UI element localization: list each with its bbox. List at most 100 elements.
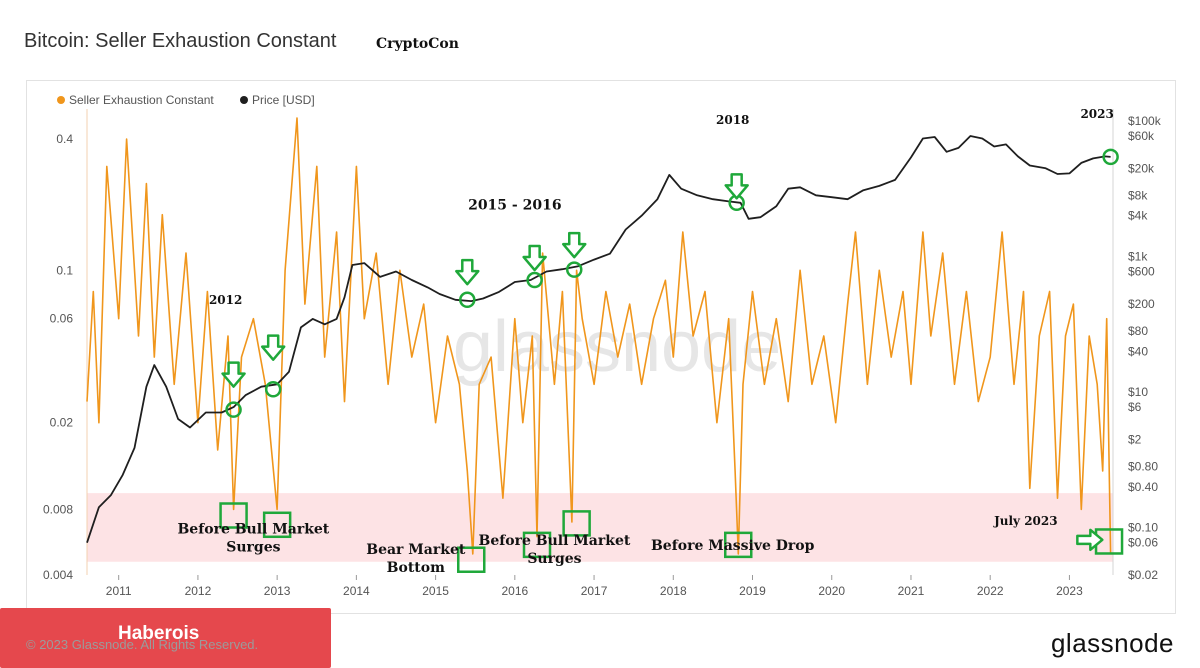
annotation-line: 2015 - 2016: [468, 198, 562, 214]
box-marker: [522, 531, 552, 559]
x-tick-label: 2016: [501, 584, 528, 598]
copyright-text: © 2023 Glassnode. All Rights Reserved.: [26, 637, 259, 652]
annotation-line: Before Massive Drop: [651, 538, 815, 554]
y-left-tick-label: 0.004: [43, 568, 73, 582]
annotation-label: Before Bull Market Surges: [479, 533, 631, 567]
legend-swatch-sec: [57, 96, 65, 104]
y-right-tick-label: $200: [1128, 297, 1155, 311]
legend: Seller Exhaustion Constant Price [USD]: [57, 93, 315, 107]
legend-label-price: Price [USD]: [252, 93, 315, 107]
chart-panel: glassnode 2011 2012 2013 2014 2015 2016 2017 20…: [26, 80, 1176, 614]
arrow-down-icon: [724, 173, 749, 200]
annotation-line: Bear Market: [366, 542, 466, 558]
annotation-label: Before Bull Market Surges: [177, 522, 329, 556]
y-right-tick-label: $0.02: [1128, 568, 1158, 582]
box-marker: [219, 502, 248, 529]
x-tick-label: 2023: [1056, 584, 1083, 598]
y-right-tick-label: $600: [1128, 265, 1155, 279]
arrow-right-icon: [1076, 528, 1104, 552]
box-marker: [457, 546, 486, 573]
annotation-label: 2012: [209, 293, 242, 307]
circle-marker: [459, 291, 476, 309]
sec-series-line: [86, 117, 1112, 555]
annotation-line: Bottom: [387, 560, 445, 576]
x-axis-ticks: 2011 2012 2013 2014 2015 2016 2017 2018 2019 2020…: [106, 575, 1083, 598]
y-left-tick-label: 0.02: [50, 416, 74, 430]
y-left-tick-label: 0.1: [56, 263, 73, 277]
y-right-axis-ticks: $100k$60k$20k$8k$4k$1k$600$200$80$40$10$…: [1128, 114, 1162, 582]
y-left-axis-ticks: 0.4 0.1 0.06 0.02 0.008 0.004: [43, 132, 73, 582]
legend-swatch-price: [240, 96, 248, 104]
x-tick-label: 2019: [739, 584, 766, 598]
x-tick-label: 2011: [106, 584, 132, 598]
annotation-label: 2023: [1080, 107, 1113, 121]
y-left-tick-label: 0.008: [43, 502, 73, 516]
box-marker: [262, 511, 292, 539]
banner-text: Haberois: [118, 623, 200, 644]
annotation-label: Bear Market Bottom: [366, 542, 466, 576]
y-right-tick-label: $0.40: [1128, 480, 1158, 494]
x-tick-label: 2014: [343, 584, 370, 598]
annotation-line: 2012: [209, 293, 242, 307]
annotation-label: 2015 - 2016: [468, 198, 562, 214]
y-left-tick-label: 0.06: [50, 312, 74, 326]
page-title: Bitcoin: Seller Exhaustion Constant: [24, 30, 337, 52]
y-right-tick-label: $4k: [1128, 209, 1148, 223]
footer-banner: Haberois: [0, 608, 331, 668]
series-layer: [86, 117, 1112, 555]
y-right-tick-label: $8k: [1128, 188, 1148, 202]
y-right-tick-label: $40: [1128, 344, 1148, 358]
annotation-label: Before Massive Drop: [651, 538, 815, 554]
y-right-tick-label: $100k: [1128, 114, 1162, 128]
arrow-down-icon: [221, 361, 246, 388]
y-right-tick-label: $0.80: [1128, 459, 1158, 473]
circle-marker: [1102, 148, 1119, 166]
annotation-line: 2023: [1080, 107, 1113, 121]
y-right-tick-label: $2: [1128, 432, 1142, 446]
marker-layer: [219, 148, 1124, 573]
y-right-tick-label: $80: [1128, 324, 1148, 338]
circle-marker: [526, 271, 543, 289]
box-marker: [724, 531, 753, 559]
price-series-line: [86, 135, 1111, 543]
y-left-tick-label: 0.4: [56, 132, 73, 146]
author-tag: CryptoCon: [376, 36, 459, 52]
annotation-layer: 2012 2015 - 2016 2018 2023 Before Bull Marke…: [177, 107, 1113, 576]
circle-marker: [566, 261, 583, 278]
y-right-tick-label: $20k: [1128, 161, 1155, 175]
arrow-down-icon: [260, 334, 286, 361]
y-right-tick-label: $1k: [1128, 249, 1148, 263]
annotation-line: July 2023: [993, 514, 1058, 528]
arrow-down-icon: [562, 231, 587, 259]
y-right-tick-label: $6: [1128, 400, 1142, 414]
y-right-tick-label: $10: [1128, 385, 1148, 399]
box-marker: [562, 510, 591, 537]
annotation-line: Before Bull Market: [177, 522, 329, 538]
y-right-tick-label: $60k: [1128, 129, 1155, 143]
annotation-line: 2018: [716, 113, 749, 127]
y-right-tick-label: $0.06: [1128, 536, 1158, 550]
x-tick-label: 2020: [818, 584, 845, 598]
annotation-label: 2018: [716, 113, 749, 127]
watermark: glassnode: [453, 307, 781, 387]
arrow-down-icon: [522, 244, 547, 272]
x-tick-label: 2012: [185, 584, 212, 598]
annotation-label: July 2023: [993, 514, 1058, 528]
chart-svg: glassnode 2011 2012 2013 2014 2015 2016 2017 20…: [43, 93, 1162, 598]
x-tick-label: 2015: [422, 584, 449, 598]
y-right-tick-label: $0.10: [1128, 521, 1158, 535]
x-tick-label: 2013: [264, 584, 291, 598]
x-tick-label: 2018: [660, 584, 687, 598]
circle-marker: [264, 381, 282, 398]
annotation-line: Surges: [527, 551, 581, 567]
exhaustion-zone: [87, 493, 1113, 562]
brand-logo: glassnode: [1050, 628, 1174, 658]
legend-label-sec: Seller Exhaustion Constant: [69, 93, 214, 107]
circle-marker: [225, 401, 242, 418]
pink-zone-layer: [87, 493, 1113, 562]
x-tick-label: 2022: [977, 584, 1004, 598]
annotation-line: Surges: [226, 540, 280, 556]
annotation-line: Before Bull Market: [479, 533, 631, 549]
x-tick-label: 2017: [581, 584, 608, 598]
arrow-down-icon: [455, 258, 480, 286]
